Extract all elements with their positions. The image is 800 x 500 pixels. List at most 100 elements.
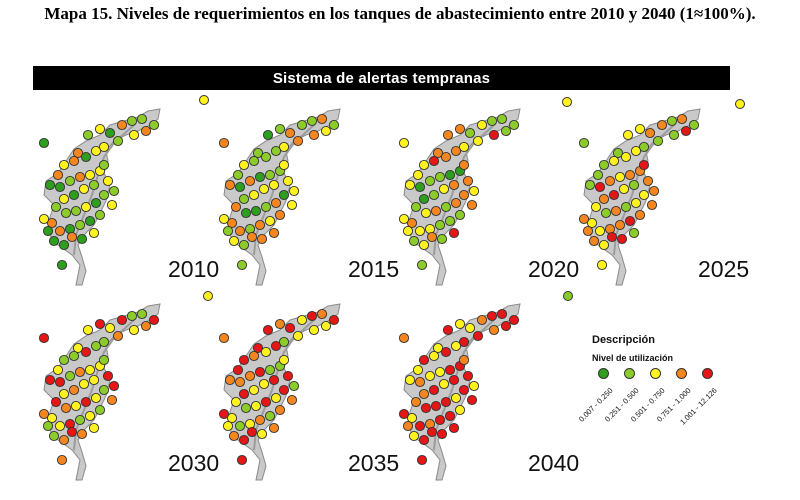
tank-marker (642, 175, 654, 187)
tank-marker (434, 414, 446, 426)
tank-marker (434, 171, 446, 183)
tank-marker (58, 239, 70, 251)
tank-marker (74, 171, 86, 183)
tank-marker (308, 324, 320, 336)
tank-marker (136, 113, 148, 125)
tank-marker (450, 197, 462, 209)
tank-marker (48, 235, 60, 247)
tank-marker (414, 181, 426, 193)
tank-marker (240, 207, 252, 219)
banner: Sistema de alertas tempranas (33, 66, 730, 90)
tank-marker (50, 396, 62, 408)
tank-marker (238, 239, 250, 251)
tank-marker (316, 113, 328, 125)
tank-marker (244, 175, 256, 187)
map-panel-2040 (374, 290, 564, 481)
tank-marker (424, 175, 436, 187)
map-svg (578, 108, 701, 286)
tank-marker (102, 175, 114, 187)
tank-marker (582, 225, 594, 237)
tank-marker (412, 364, 424, 376)
tank-marker (88, 227, 100, 239)
tank-marker (274, 318, 286, 330)
tank-marker (256, 233, 268, 245)
tank-marker (426, 231, 438, 243)
tank-marker (38, 408, 50, 420)
legend-swatch (650, 368, 661, 379)
tank-marker (286, 394, 298, 406)
tank-marker (238, 159, 250, 171)
tank-marker (466, 394, 478, 406)
tank-marker (106, 199, 118, 211)
tank-marker (222, 225, 234, 237)
tank-marker (416, 454, 428, 466)
tank-marker (563, 291, 573, 301)
tank-marker (428, 189, 440, 201)
tank-marker (454, 318, 466, 330)
tank-marker (94, 318, 106, 330)
map-panel-2035 (194, 290, 384, 481)
tank-marker (436, 428, 448, 440)
tank-marker (594, 181, 606, 193)
tank-marker (438, 378, 450, 390)
tank-marker (58, 388, 70, 400)
tank-marker (232, 364, 244, 376)
year-label: 2040 (528, 450, 580, 476)
tank-marker (234, 376, 246, 388)
map-svg (218, 108, 341, 286)
tank-marker (116, 119, 128, 131)
tank-marker (458, 141, 470, 153)
tank-marker (414, 376, 426, 388)
tank-marker (270, 197, 282, 209)
tank-marker (38, 137, 50, 149)
tank-marker (74, 219, 86, 231)
tank-marker (440, 201, 452, 213)
tank-marker (620, 151, 632, 163)
tank-marker (238, 388, 250, 400)
tank-marker (398, 332, 410, 344)
tank-marker (288, 380, 300, 392)
tank-marker (440, 346, 452, 358)
tank-marker (54, 420, 66, 432)
tank-marker (140, 125, 152, 137)
tank-marker (128, 324, 140, 336)
tank-marker (604, 175, 616, 187)
tank-marker (222, 420, 234, 432)
tank-marker (76, 428, 88, 440)
tank-marker (328, 314, 340, 326)
map-svg (398, 303, 521, 481)
tank-marker (60, 402, 72, 414)
tank-marker (430, 205, 442, 217)
tank-marker (598, 193, 610, 205)
tank-marker (458, 336, 470, 348)
tank-marker (268, 179, 280, 191)
tank-marker (136, 308, 148, 320)
tank-marker (444, 410, 456, 422)
tank-marker (676, 113, 688, 125)
tank-marker (44, 374, 56, 386)
tank-marker (508, 119, 520, 131)
tank-marker (98, 384, 110, 396)
tank-marker (292, 330, 304, 342)
tank-marker (644, 127, 656, 139)
tank-marker (418, 388, 430, 400)
tank-marker (618, 183, 630, 195)
tank-marker (406, 217, 418, 229)
tank-marker (410, 396, 422, 408)
tank-marker (462, 175, 474, 187)
tank-marker (442, 129, 454, 141)
tank-marker (218, 332, 230, 344)
tank-marker (608, 189, 620, 201)
tank-marker (614, 219, 626, 231)
tank-marker (102, 370, 114, 382)
tank-marker (70, 205, 82, 217)
tank-marker (262, 324, 274, 336)
tank-marker (414, 420, 426, 432)
map-panel-2020 (374, 95, 564, 286)
tank-marker (448, 227, 460, 239)
tank-marker (112, 135, 124, 147)
tank-marker (74, 414, 86, 426)
tank-marker (434, 219, 446, 231)
tank-marker (486, 310, 498, 322)
tank-marker (68, 189, 80, 201)
